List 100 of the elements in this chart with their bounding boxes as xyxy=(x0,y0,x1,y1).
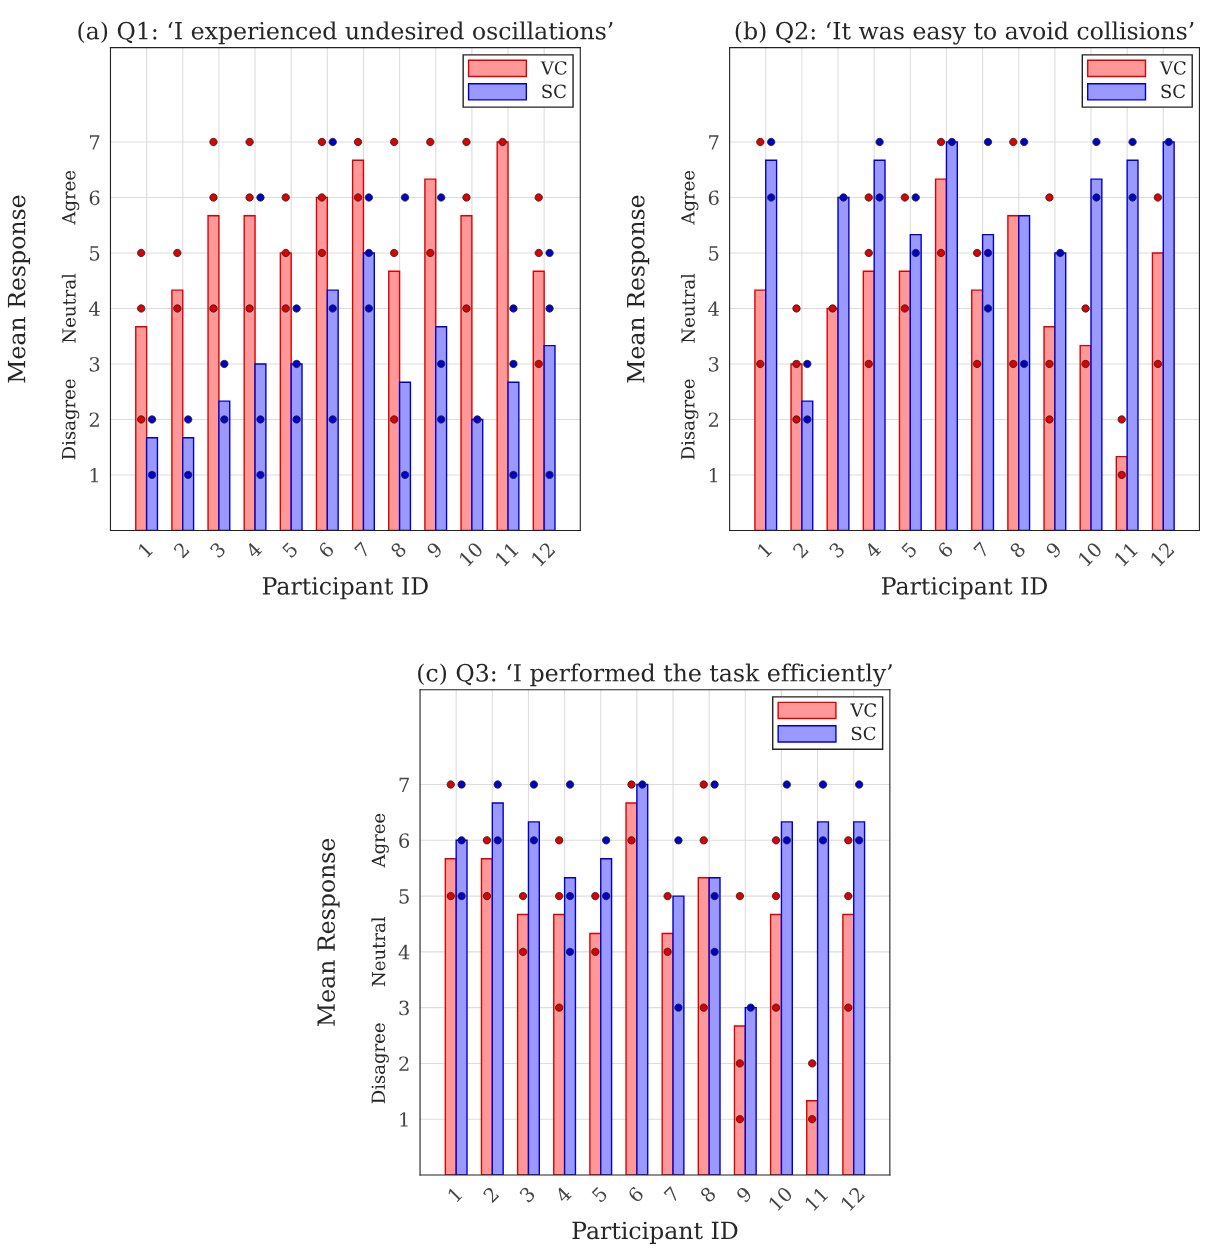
x-tick-label: 12 xyxy=(530,541,556,567)
x-tick-label: 10 xyxy=(458,541,484,567)
y-axis-title: Mean Response xyxy=(7,195,31,383)
text: Agree xyxy=(681,170,699,225)
text: Neutral xyxy=(61,273,76,343)
bar xyxy=(1126,159,1139,531)
bar xyxy=(424,178,437,531)
y-tick-label: 2 xyxy=(708,412,718,427)
x-tick-label: 3 xyxy=(209,541,227,559)
bar xyxy=(527,821,541,1175)
bar xyxy=(435,326,448,531)
bar xyxy=(398,381,412,531)
y-tick-label: 5 xyxy=(709,246,719,261)
legend-label: VC xyxy=(540,61,567,75)
y-tick-label: 6 xyxy=(399,833,410,848)
bar xyxy=(853,821,866,1175)
text: Disagree xyxy=(61,379,80,460)
x-tick-label: 2 xyxy=(792,541,809,559)
bar xyxy=(543,344,556,531)
x-tick-label: 11 xyxy=(1113,542,1138,567)
bar xyxy=(171,289,184,531)
bar xyxy=(1162,141,1175,531)
bar xyxy=(553,913,566,1175)
x-axis-title: Participant ID xyxy=(572,1221,738,1244)
bar xyxy=(182,437,195,531)
chart-title: (b) Q2: ‘It was easy to avoid collisions’ xyxy=(735,21,1194,45)
bar xyxy=(661,932,674,1175)
x-tick-label: 11 xyxy=(494,542,519,567)
x-axis-title: Participant ID xyxy=(262,577,428,600)
bar xyxy=(388,270,401,531)
bar xyxy=(455,839,468,1175)
bar xyxy=(790,363,803,531)
x-tick-label: 1 xyxy=(756,542,772,558)
y-tick-label: 6 xyxy=(708,190,719,206)
y-tick-label: 3 xyxy=(89,356,100,372)
bar xyxy=(945,141,958,531)
y-tick-label: 6 xyxy=(89,190,100,206)
bar xyxy=(672,895,685,1175)
x-tick-label: 5 xyxy=(281,541,299,559)
bar xyxy=(315,196,329,531)
bar xyxy=(516,913,530,1175)
y-tick-label: 1 xyxy=(709,467,718,483)
text: Agree xyxy=(62,170,80,225)
bar xyxy=(218,400,231,531)
bar xyxy=(254,363,267,531)
bar xyxy=(326,289,339,531)
y-tick-label: 2 xyxy=(89,412,99,427)
bar xyxy=(491,802,504,1175)
x-tick-label: 10 xyxy=(767,1185,794,1212)
bar xyxy=(1018,215,1031,531)
x-tick-label: 3 xyxy=(828,541,846,559)
bar xyxy=(909,233,922,531)
bar xyxy=(507,381,520,531)
x-tick-label: 12 xyxy=(1149,541,1175,567)
x-tick-label: 6 xyxy=(936,541,954,559)
bar xyxy=(898,270,912,531)
x-tick-label: 5 xyxy=(900,541,918,559)
y-tick-label: 1 xyxy=(90,467,98,483)
bar xyxy=(589,932,602,1175)
y-tick-label: 7 xyxy=(399,777,409,792)
bar xyxy=(971,289,984,531)
y-axis-title: Mean Response xyxy=(627,195,650,383)
text: Agree xyxy=(371,813,389,868)
bar xyxy=(362,252,375,531)
x-tick-label: 6 xyxy=(317,541,335,559)
bar xyxy=(708,876,721,1175)
bar xyxy=(765,159,778,531)
bar xyxy=(135,326,148,531)
x-tick-label: 7 xyxy=(354,541,371,559)
bar xyxy=(460,215,473,531)
bar xyxy=(837,196,850,531)
x-tick-label: 9 xyxy=(735,1185,753,1204)
bar xyxy=(480,858,494,1175)
x-tick-label: 8 xyxy=(1008,541,1027,559)
x-tick-label: 2 xyxy=(482,1186,500,1203)
x-tick-label: 4 xyxy=(863,541,882,559)
bar xyxy=(769,913,783,1175)
y-tick-label: 5 xyxy=(90,246,100,261)
x-tick-label: 7 xyxy=(973,541,990,559)
legend-label: SC xyxy=(542,84,566,99)
bar xyxy=(600,858,613,1175)
bar xyxy=(873,159,886,531)
y-axis-title: Mean Response xyxy=(317,838,340,1026)
y-tick-label: 5 xyxy=(399,889,409,904)
x-tick-label: 10 xyxy=(1077,541,1103,567)
bar xyxy=(636,783,649,1175)
bar xyxy=(145,437,159,531)
legend-label: SC xyxy=(1161,84,1186,99)
x-tick-label: 8 xyxy=(389,541,408,559)
y-tick-label: 1 xyxy=(400,1112,408,1127)
y-tick-label: 3 xyxy=(399,1000,409,1016)
bar xyxy=(351,159,365,531)
text: Neutral xyxy=(680,273,695,343)
x-tick-label: 2 xyxy=(172,541,190,559)
legend-label: VC xyxy=(1159,61,1186,75)
x-tick-label: 12 xyxy=(840,1186,865,1211)
bar xyxy=(744,1006,757,1175)
x-tick-label: 7 xyxy=(663,1186,681,1203)
bar xyxy=(625,802,638,1175)
bar xyxy=(842,913,855,1175)
